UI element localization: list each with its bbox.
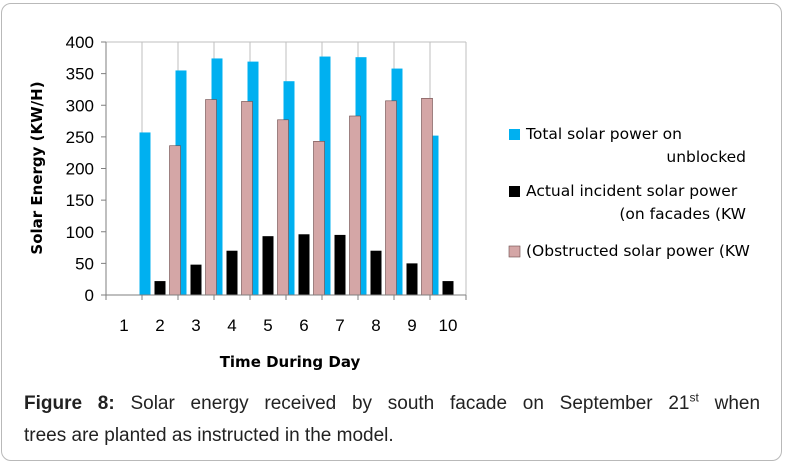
bar-obstructed-7: [349, 115, 361, 296]
bar-obstructed-8: [385, 100, 397, 296]
y-tick-label: 150: [66, 191, 94, 210]
bar-total-4: [211, 58, 223, 295]
bar-total-9: [391, 68, 403, 295]
bar-obstructed-2: [169, 145, 181, 296]
bar-obstructed-9: [421, 97, 433, 296]
x-tick-label: 3: [191, 316, 200, 335]
bar-obstructed-4: [241, 101, 253, 296]
x-tick-label: 6: [299, 316, 308, 335]
bar-total-8: [355, 57, 367, 296]
caption-text-1-end: when: [714, 393, 761, 414]
bar-total-7: [319, 56, 331, 295]
legend-label-total-line-2: unblocked: [666, 148, 746, 166]
bar-total-2: [139, 132, 151, 295]
caption-text-1: Solar energy received by south facade on…: [130, 393, 690, 414]
legend-label-actual-line-1: Actual incident solar power: [526, 182, 738, 200]
y-tick-label: 200: [66, 160, 94, 179]
y-tick-labels: 0 50 100 150 200 250 300 350 400: [66, 33, 94, 305]
axes: [101, 41, 467, 300]
y-axis-title: Solar Energy (KW/H): [28, 81, 46, 254]
bars: [139, 56, 454, 296]
caption-line-1: Figure 8: Solar energy received by south…: [24, 388, 760, 420]
bar-total-5: [247, 61, 259, 295]
legend-label-total-line-1: Total solar power on: [525, 125, 682, 143]
x-tick-label: 4: [227, 316, 236, 335]
y-tick-label: 50: [75, 254, 94, 273]
y-tick-label: 300: [66, 96, 94, 115]
bar-actual-2: [154, 281, 166, 295]
legend-swatch-actual: [509, 186, 520, 197]
x-tick-labels: 1 2 3 4 5 6 7 8 9 10: [119, 316, 457, 335]
bar-actual-10: [442, 281, 454, 295]
figure-caption: Figure 8: Solar energy received by south…: [24, 388, 760, 452]
bar-actual-7: [334, 234, 346, 295]
bar-actual-8: [370, 250, 382, 295]
legend-label-actual-line-2: (on facades (KW: [619, 205, 746, 223]
bar-obstructed-5: [277, 119, 289, 296]
bar-actual-4: [226, 250, 238, 295]
y-tick-label: 100: [66, 223, 94, 242]
y-tick-label: 0: [85, 286, 94, 305]
x-tick-label: 8: [371, 316, 380, 335]
legend-swatch-total: [509, 129, 520, 140]
bar-actual-6: [298, 234, 310, 295]
y-tick-label: 250: [66, 128, 94, 147]
bar-actual-9: [406, 263, 418, 295]
caption-line-2: trees are planted as instructed in the m…: [24, 425, 394, 446]
x-tick-label: 1: [119, 316, 128, 335]
bar-total-10: [427, 135, 439, 295]
x-tick-label: 9: [407, 316, 416, 335]
bar-chart: 0 50 100 150 200 250 300 350 400 1 2 3 4 5 6 7 8 9 10 Sol…: [28, 33, 750, 371]
x-tick-label: 5: [263, 316, 272, 335]
legend-swatch-obstructed: [508, 245, 521, 258]
legend: Total solar power on unblocked Actual inci…: [508, 125, 750, 260]
bar-total-3: [175, 70, 187, 296]
x-axis-title: Time During Day: [220, 353, 361, 371]
x-tick-label: 10: [439, 316, 458, 335]
legend-label-obstructed-line-1: (Obstructed solar power (KW: [526, 242, 750, 260]
caption-figure-label: Figure 8:: [24, 393, 115, 414]
bar-obstructed-6: [313, 141, 325, 296]
x-tick-label: 2: [155, 316, 164, 335]
y-tick-label: 350: [66, 65, 94, 84]
bar-actual-5: [262, 236, 274, 295]
caption-superscript: st: [689, 390, 699, 405]
bar-actual-3: [190, 264, 202, 295]
bar-obstructed-3: [205, 99, 217, 296]
y-tick-label: 400: [66, 33, 94, 52]
x-tick-label: 7: [335, 316, 344, 335]
bar-total-6: [283, 81, 295, 295]
